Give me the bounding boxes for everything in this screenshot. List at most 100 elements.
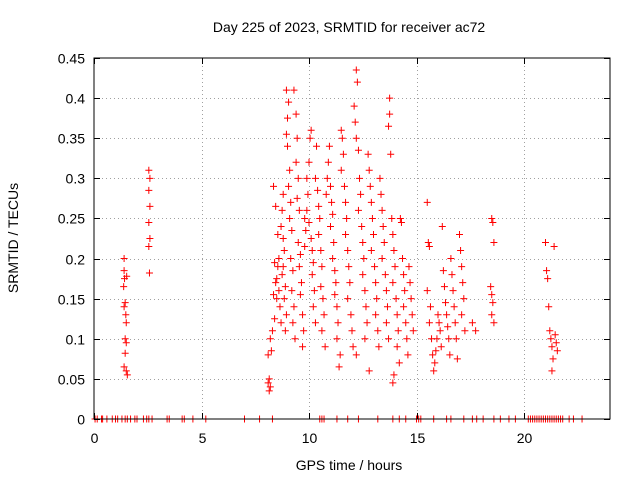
data-point	[307, 126, 315, 134]
y-tick-label: 0.25	[58, 211, 85, 227]
data-point	[542, 239, 549, 247]
data-point	[379, 222, 387, 230]
data-point	[296, 251, 304, 259]
data-point	[365, 367, 373, 375]
data-point	[402, 319, 410, 327]
data-point	[549, 355, 557, 363]
data-point	[317, 247, 325, 255]
data-point	[552, 339, 560, 347]
data-point	[301, 243, 309, 251]
data-point	[490, 319, 498, 327]
data-point	[331, 267, 339, 275]
data-point	[438, 222, 446, 230]
data-point	[446, 351, 454, 359]
data-point	[278, 271, 286, 279]
data-point	[375, 343, 383, 351]
data-point	[407, 295, 415, 303]
data-point	[400, 271, 408, 279]
data-point	[357, 190, 365, 198]
data-point	[381, 271, 389, 279]
data-point	[363, 319, 371, 327]
data-point	[123, 371, 131, 379]
data-point	[281, 283, 289, 291]
data-point	[329, 255, 337, 263]
data-point	[405, 263, 413, 271]
data-point	[311, 319, 319, 327]
data-point	[436, 327, 444, 335]
data-point	[122, 339, 130, 347]
y-axis-label: SRMTID / TECUs	[5, 183, 21, 293]
data-point	[284, 142, 291, 150]
data-point	[444, 323, 452, 331]
data-point	[317, 283, 325, 291]
data-point	[265, 387, 273, 395]
data-point	[145, 218, 153, 226]
data-point	[308, 247, 316, 255]
data-point	[272, 279, 280, 287]
x-tick-label: 10	[302, 430, 318, 446]
data-point	[274, 230, 282, 238]
data-point	[277, 222, 285, 230]
data-point	[451, 319, 459, 327]
data-point	[266, 383, 274, 391]
data-point	[282, 311, 290, 319]
data-point	[433, 335, 441, 343]
data-point	[458, 311, 466, 319]
data-point	[443, 311, 451, 319]
data-point	[406, 279, 414, 287]
data-point	[386, 94, 394, 102]
grid	[94, 58, 610, 419]
data-point	[488, 311, 496, 319]
data-point	[286, 166, 294, 174]
data-point	[270, 182, 278, 190]
data-point	[545, 303, 553, 311]
data-point	[359, 271, 367, 279]
data-point	[320, 311, 328, 319]
data-point	[120, 303, 128, 311]
data-point	[285, 98, 293, 106]
data-point	[288, 226, 296, 234]
data-point	[409, 327, 417, 335]
data-point	[271, 315, 279, 323]
data-point	[315, 230, 323, 238]
y-tick-label: 0.1	[66, 332, 86, 348]
data-point	[460, 295, 468, 303]
data-point	[288, 287, 296, 295]
data-point	[290, 86, 298, 94]
data-point	[356, 174, 364, 182]
data-point	[294, 174, 302, 182]
data-point	[424, 239, 432, 247]
data-point	[383, 303, 391, 311]
data-point	[342, 230, 350, 238]
data-point	[364, 150, 372, 158]
data-point	[120, 267, 128, 275]
data-point	[488, 214, 496, 222]
data-point	[319, 295, 327, 303]
data-point	[289, 267, 297, 275]
data-point	[335, 363, 343, 371]
data-point	[346, 279, 354, 287]
data-point	[403, 335, 411, 343]
data-point	[380, 239, 388, 247]
x-tick-label: 0	[91, 430, 99, 446]
data-point	[440, 283, 448, 291]
data-point	[458, 263, 466, 271]
data-point	[318, 263, 326, 271]
data-point	[301, 214, 309, 222]
data-point	[435, 319, 443, 327]
axis-ticks: 0 0.05 0.1 0.15 0.2 0.25 0.3 0.35 0.4 0.45 0 5 10 15 2…	[58, 51, 610, 446]
data-point	[404, 351, 412, 359]
data-point	[321, 343, 329, 351]
data-point	[302, 226, 310, 234]
data-point	[425, 243, 433, 251]
data-point	[387, 150, 395, 158]
data-point	[354, 146, 362, 154]
data-point	[385, 335, 393, 343]
data-point	[280, 247, 288, 255]
data-point	[123, 272, 131, 280]
data-point	[332, 279, 340, 287]
data-point	[146, 235, 154, 242]
data-point	[291, 335, 299, 343]
data-point	[551, 331, 559, 339]
data-point	[367, 198, 375, 206]
